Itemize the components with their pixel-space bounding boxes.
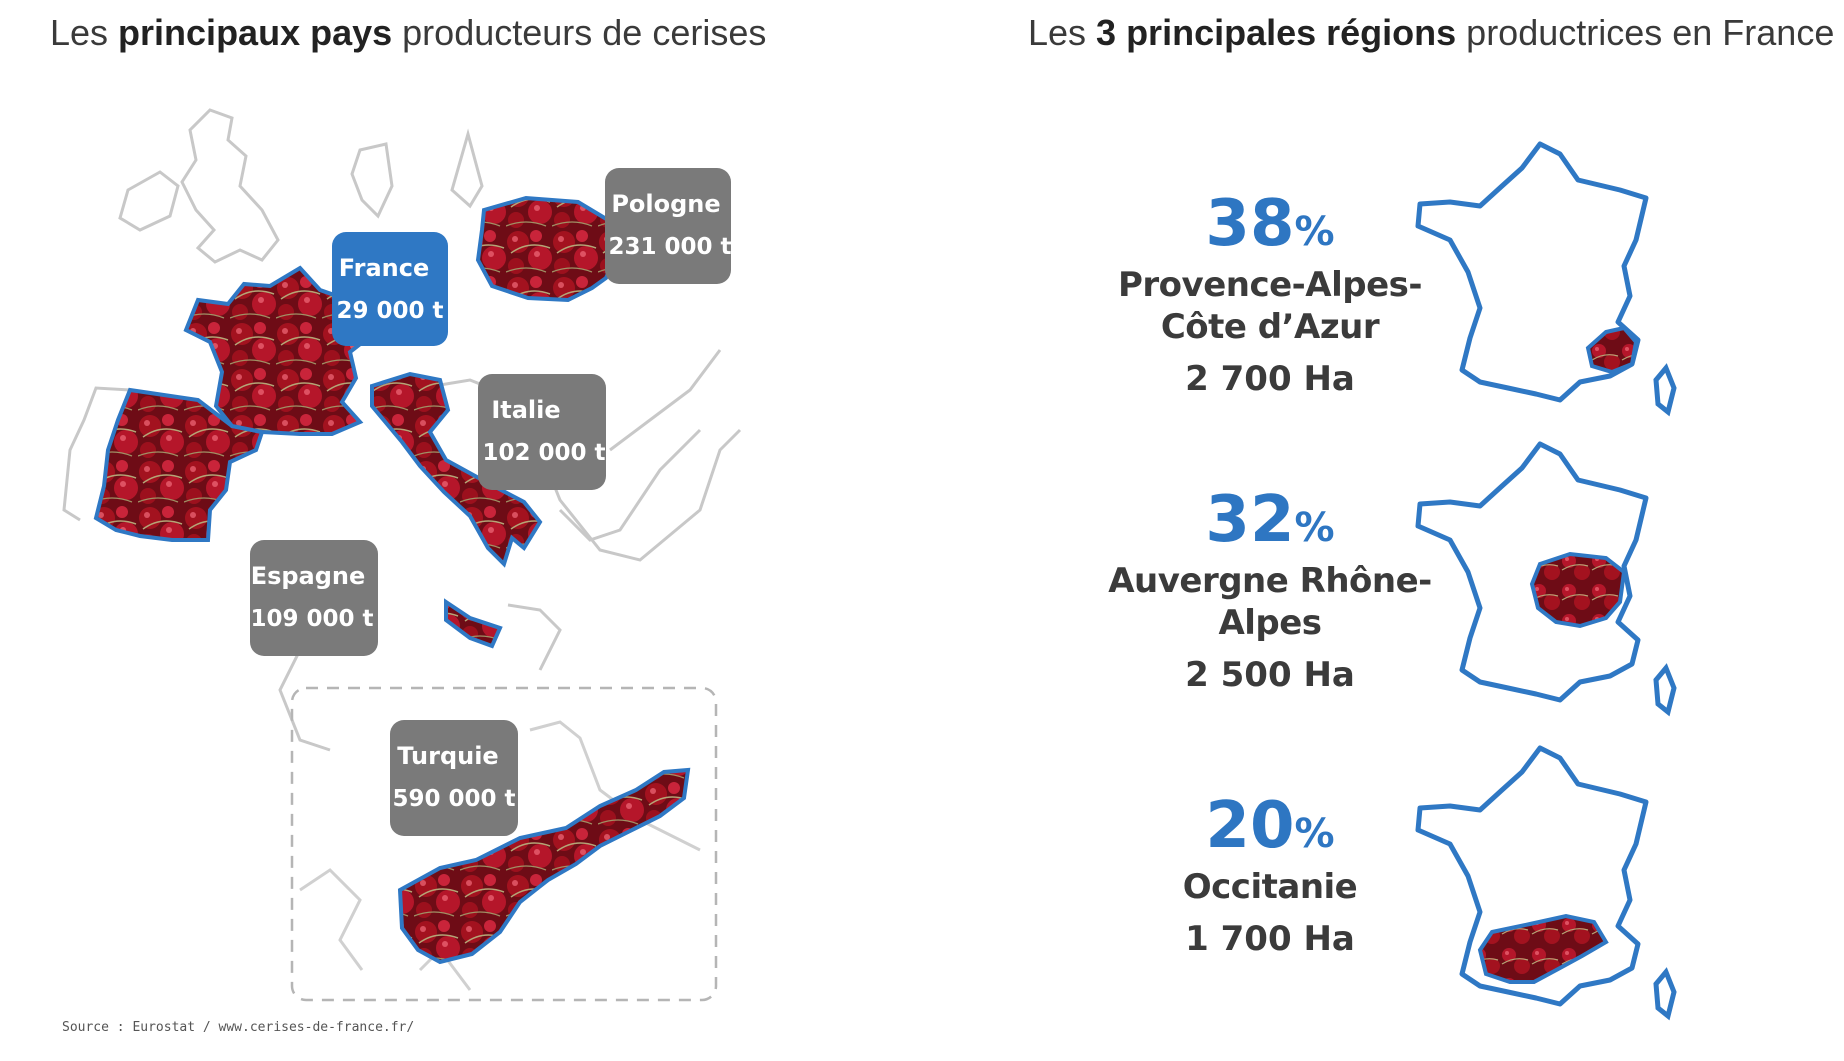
region-paca-percent: 38%: [1205, 187, 1335, 261]
europe-map: France 29 000 t Pologne 231 000 t Italie…: [0, 90, 780, 1056]
occitanie-highlight: [1477, 913, 1609, 984]
label-turquie: Turquie 590 000 t: [390, 720, 518, 836]
label-espagne: Espagne 109 000 t: [250, 540, 378, 656]
region-paca-area: 2 700 Ha: [1185, 359, 1355, 399]
region-block-occitanie: 20% Occitanie 1 700 Ha: [1080, 794, 1460, 962]
region-paca-name-line1: Provence-Alpes-: [1117, 265, 1423, 305]
label-espagne-value: 109 000 t: [250, 606, 373, 632]
turkey-shape: [397, 767, 691, 965]
italy-shape: [370, 371, 543, 649]
label-italie-value: 102 000 t: [482, 440, 605, 466]
europe-map-svg: France 29 000 t Pologne 231 000 t Italie…: [62, 108, 742, 1002]
france-regions-panel: 38% Provence-Alpes- Côte d’Azur 2 700 Ha…: [1080, 110, 1800, 1050]
france-map-aura: [1415, 441, 1677, 717]
france-map-paca: [1415, 141, 1677, 417]
label-pologne-name: Pologne: [611, 190, 720, 218]
poland-shape: [475, 195, 621, 303]
region-occitanie-name-line1: Occitanie: [1182, 867, 1358, 907]
france-map-occitanie: [1415, 745, 1677, 1021]
label-turquie-value: 590 000 t: [392, 786, 515, 812]
left-title: Les principaux pays producteurs de ceris…: [50, 12, 767, 53]
label-turquie-name: Turquie: [397, 742, 498, 770]
region-aura-name-line2: Alpes: [1218, 603, 1322, 643]
region-block-aura: 32% Auvergne Rhône- Alpes 2 500 Ha: [1080, 488, 1460, 698]
label-france: France 29 000 t: [332, 232, 448, 346]
region-aura-name-line1: Auvergne Rhône-: [1108, 561, 1432, 601]
label-espagne-name: Espagne: [251, 562, 366, 590]
label-france-name: France: [339, 254, 429, 282]
region-aura-percent: 32%: [1205, 483, 1335, 557]
label-france-value: 29 000 t: [336, 298, 443, 324]
right-title: Les 3 principales régions productrices e…: [1028, 12, 1835, 53]
region-occitanie-percent: 20%: [1205, 789, 1335, 863]
label-pologne-value: 231 000 t: [608, 234, 731, 260]
paca-highlight: [1585, 325, 1639, 375]
turkey-inset-frame: [290, 686, 718, 1002]
region-paca-name-line2: Côte d’Azur: [1160, 307, 1380, 347]
region-block-paca: 38% Provence-Alpes- Côte d’Azur 2 700 Ha: [1080, 192, 1460, 402]
region-occitanie-area: 1 700 Ha: [1185, 919, 1355, 959]
label-italie: Italie 102 000 t: [478, 374, 606, 490]
aura-highlight: [1529, 551, 1627, 629]
region-aura-area: 2 500 Ha: [1185, 655, 1355, 695]
source-note: Source : Eurostat / www.cerises-de-franc…: [62, 1020, 415, 1035]
label-italie-name: Italie: [491, 396, 560, 424]
label-pologne: Pologne 231 000 t: [605, 168, 732, 284]
